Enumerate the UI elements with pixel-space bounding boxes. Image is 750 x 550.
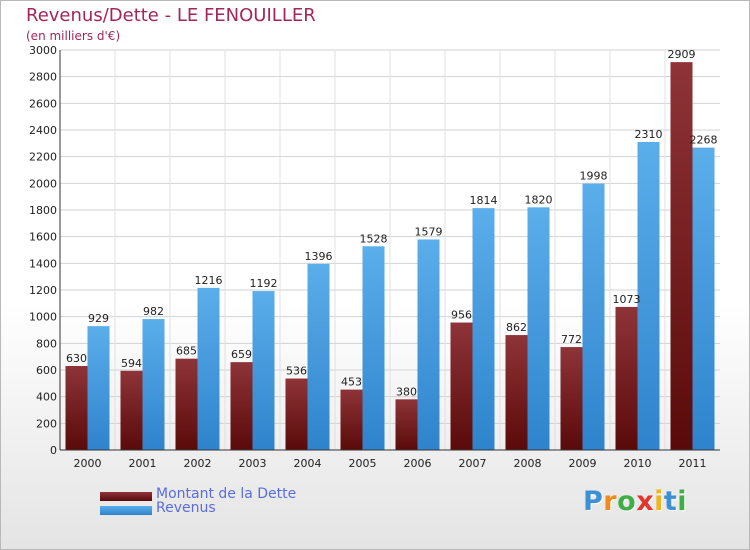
- data-label: 659: [231, 348, 252, 361]
- y-tick-label: 200: [36, 417, 57, 430]
- x-tick-label: 2006: [404, 457, 432, 470]
- bar-dette-2007: [450, 322, 473, 450]
- bar-dette-2008: [505, 335, 528, 450]
- bar-dette-2002: [175, 358, 198, 450]
- data-label: 1814: [470, 194, 498, 207]
- data-label: 929: [88, 312, 109, 325]
- bar-dette-2003: [230, 362, 253, 450]
- y-tick-label: 1600: [29, 231, 57, 244]
- y-tick-label: 1000: [29, 311, 57, 324]
- proxiti-logo: Proxiti: [583, 486, 688, 517]
- x-tick-label: 2010: [624, 457, 652, 470]
- bar-dette-2005: [340, 389, 363, 450]
- bar-dette-2001: [120, 370, 143, 450]
- x-tick-label: 2011: [679, 457, 707, 470]
- chart-title: Revenus/Dette - LE FENOUILLER: [26, 5, 316, 26]
- bar-dette-2004: [285, 378, 308, 450]
- legend-label-revenus: Revenus: [156, 500, 216, 516]
- x-tick-label: 2003: [239, 457, 267, 470]
- data-label: 2268: [690, 134, 718, 147]
- y-tick-label: 2400: [29, 124, 57, 137]
- x-tick-label: 2009: [569, 457, 597, 470]
- y-tick-label: 0: [50, 444, 57, 457]
- bar-revenus-2003: [252, 291, 275, 450]
- y-tick-label: 2200: [29, 151, 57, 164]
- y-tick-label: 2800: [29, 71, 57, 84]
- x-tick-label: 2002: [184, 457, 212, 470]
- data-label: 380: [396, 385, 417, 398]
- legend-label-dette: Montant de la Dette: [156, 486, 297, 502]
- y-tick-label: 1400: [29, 257, 57, 270]
- data-label: 1192: [250, 277, 278, 290]
- y-tick-label: 2000: [29, 177, 57, 190]
- bar-revenus-2011: [692, 147, 715, 450]
- bar-revenus-2001: [142, 319, 165, 450]
- data-label: 956: [451, 309, 472, 322]
- data-label: 1579: [415, 225, 443, 238]
- data-label: 1396: [305, 250, 333, 263]
- data-label: 862: [506, 321, 527, 334]
- bar-revenus-2007: [472, 208, 495, 450]
- x-tick-label: 2000: [74, 457, 102, 470]
- legend-swatch-dette: [100, 492, 152, 501]
- x-tick-label: 2004: [294, 457, 322, 470]
- data-label: 630: [66, 352, 87, 365]
- bar-revenus-2006: [417, 239, 440, 450]
- data-label: 2909: [668, 48, 696, 61]
- y-tick-label: 600: [36, 364, 57, 377]
- bar-revenus-2008: [527, 207, 550, 450]
- bar-revenus-2004: [307, 263, 330, 450]
- bar-dette-2006: [395, 399, 418, 450]
- data-label: 1216: [195, 274, 223, 287]
- bar-revenus-2009: [582, 183, 605, 450]
- bar-dette-2000: [65, 366, 88, 450]
- y-tick-label: 400: [36, 391, 57, 404]
- data-label: 685: [176, 345, 197, 358]
- y-tick-label: 800: [36, 337, 57, 350]
- bar-dette-2011: [670, 62, 693, 451]
- x-tick-label: 2007: [459, 457, 487, 470]
- data-label: 1998: [580, 170, 608, 183]
- bar-revenus-2000: [87, 326, 110, 450]
- x-tick-label: 2005: [349, 457, 377, 470]
- data-label: 982: [143, 305, 164, 318]
- y-tick-label: 3000: [29, 44, 57, 57]
- data-label: 453: [341, 376, 362, 389]
- chart-subtitle: (en milliers d'€): [26, 29, 121, 43]
- y-tick-label: 2600: [29, 97, 57, 110]
- y-tick-label: 1200: [29, 284, 57, 297]
- bar-revenus-2002: [197, 287, 220, 450]
- data-label: 2310: [635, 128, 663, 141]
- data-label: 594: [121, 357, 142, 370]
- legend-swatch-revenus: [100, 506, 152, 515]
- data-label: 772: [561, 333, 582, 346]
- bar-dette-2010: [615, 306, 638, 450]
- bar-revenus-2005: [362, 246, 385, 450]
- data-label: 536: [286, 365, 307, 378]
- y-tick-label: 1800: [29, 204, 57, 217]
- x-tick-label: 2001: [129, 457, 157, 470]
- data-label: 1073: [613, 293, 641, 306]
- bar-dette-2009: [560, 347, 583, 450]
- data-label: 1820: [525, 193, 553, 206]
- x-tick-label: 2008: [514, 457, 542, 470]
- data-label: 1528: [360, 232, 388, 245]
- bar-revenus-2010: [637, 142, 660, 450]
